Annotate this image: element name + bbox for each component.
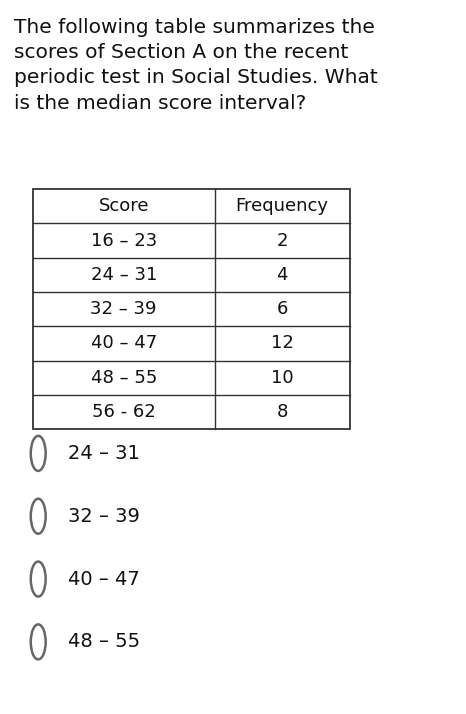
Text: 48 – 55: 48 – 55 — [68, 633, 140, 651]
Text: 48 – 55: 48 – 55 — [90, 368, 157, 387]
Text: 56 - 62: 56 - 62 — [92, 403, 156, 421]
Text: 16 – 23: 16 – 23 — [90, 231, 157, 250]
Text: 32 – 39: 32 – 39 — [90, 300, 157, 318]
Text: Frequency: Frequency — [236, 197, 329, 216]
Text: 6: 6 — [276, 300, 288, 318]
Text: Score: Score — [98, 197, 149, 216]
Bar — [33, 189, 350, 429]
Text: 12: 12 — [271, 334, 294, 353]
Text: 40 – 47: 40 – 47 — [90, 334, 157, 353]
Text: 8: 8 — [276, 403, 288, 421]
Text: 32 – 39: 32 – 39 — [68, 507, 139, 526]
Text: 24 – 31: 24 – 31 — [90, 266, 157, 284]
Text: 2: 2 — [276, 231, 288, 250]
Text: 10: 10 — [271, 368, 294, 387]
Text: The following table summarizes the
scores of Section A on the recent
periodic te: The following table summarizes the score… — [14, 18, 378, 113]
Text: 24 – 31: 24 – 31 — [68, 444, 139, 463]
Text: 40 – 47: 40 – 47 — [68, 570, 139, 588]
Text: 4: 4 — [276, 266, 288, 284]
